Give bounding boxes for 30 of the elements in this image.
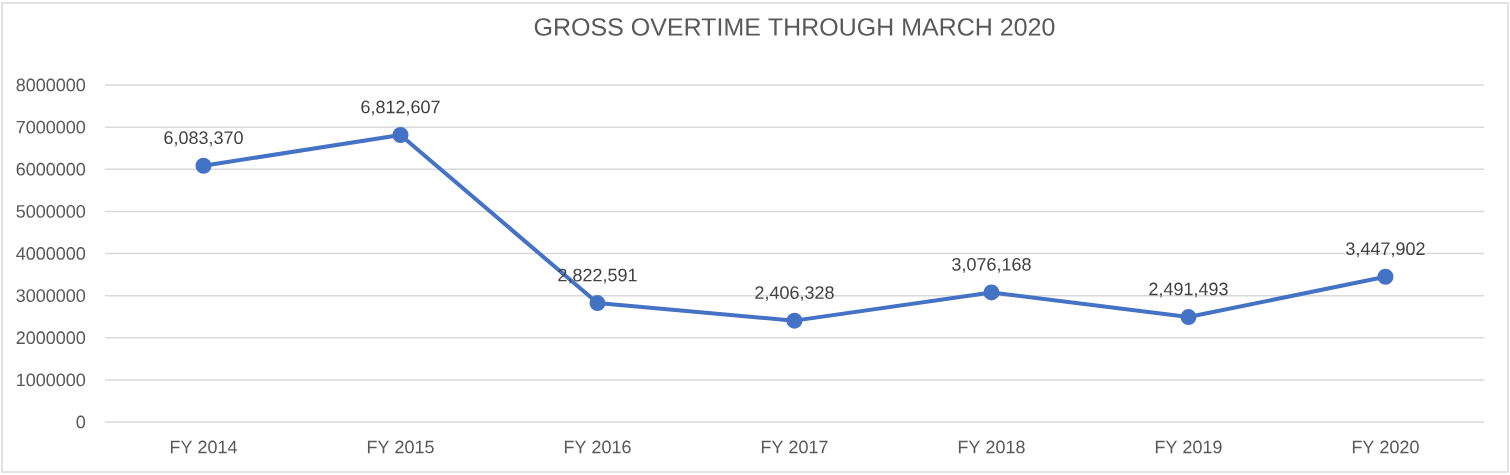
y-tick-label: 1000000 bbox=[17, 373, 86, 387]
y-tick-label: 7000000 bbox=[16, 120, 86, 134]
data-label: 3,076,168 bbox=[952, 257, 1031, 273]
data-label: 2,406,328 bbox=[755, 286, 834, 302]
point bbox=[589, 295, 606, 312]
y-tick-label: 2000000 bbox=[16, 331, 86, 345]
data-label: 2,491,493 bbox=[1149, 282, 1228, 298]
y-tick-label: 0 bbox=[76, 415, 86, 429]
y-tick-label: 5000000 bbox=[16, 204, 86, 218]
y-tick-label: 3000000 bbox=[16, 289, 86, 302]
point bbox=[1377, 268, 1394, 285]
y-tick-label: 6000000 bbox=[16, 162, 86, 176]
x-tick-label: FY 2020 bbox=[1352, 440, 1419, 454]
x-tick-label: FY 2019 bbox=[1155, 440, 1222, 454]
data-label: 6,083,370 bbox=[164, 131, 243, 147]
point bbox=[392, 127, 409, 144]
point bbox=[1180, 309, 1197, 326]
x-tick-label: FY 2018 bbox=[958, 440, 1025, 454]
y-tick-label: 8000000 bbox=[16, 78, 86, 92]
x-tick-label: FY 2017 bbox=[761, 440, 828, 454]
x-tick-label: FY 2015 bbox=[367, 440, 434, 454]
y-tick-label: 4000000 bbox=[16, 247, 86, 260]
data-label: 6,812,607 bbox=[361, 100, 440, 116]
chart-title: GROSS OVERTIME THROUGH MARCH 2020 bbox=[534, 18, 1055, 36]
x-tick-label: FY 2014 bbox=[170, 440, 237, 454]
point bbox=[195, 157, 212, 174]
point bbox=[786, 312, 803, 329]
data-label: 3,447,902 bbox=[1346, 242, 1425, 258]
x-tick-label: FY 2016 bbox=[564, 440, 631, 454]
point bbox=[983, 284, 1000, 301]
